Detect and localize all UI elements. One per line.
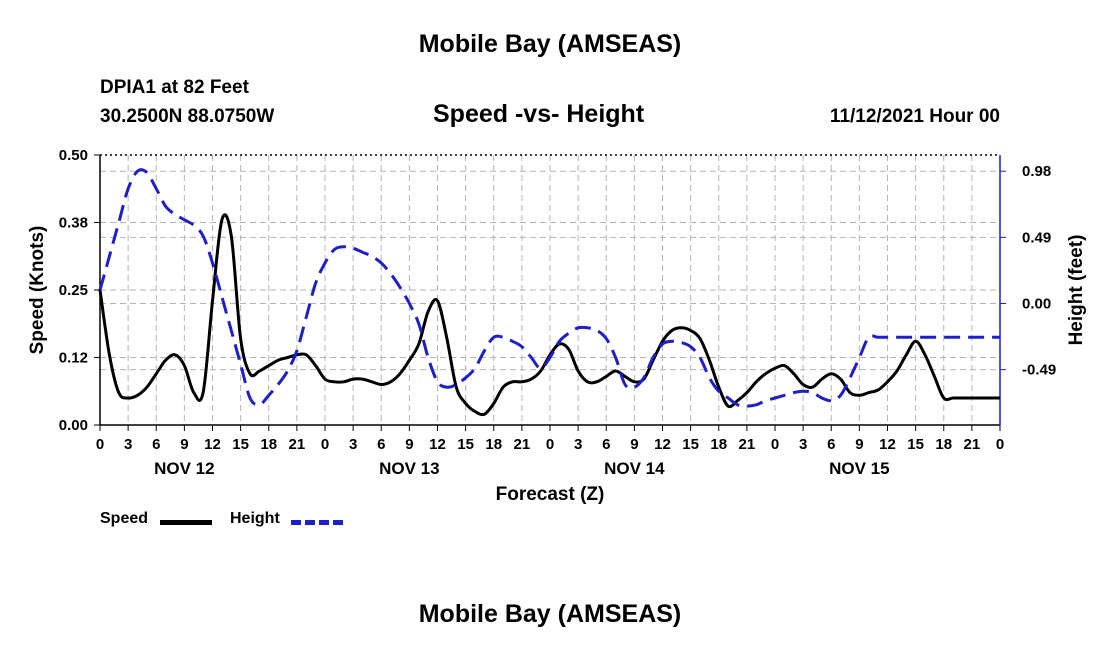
x-tick-label: 3: [124, 436, 132, 453]
x-tick-label: 0: [96, 436, 104, 453]
y-axis-title-left: Speed (Knots): [27, 226, 48, 355]
x-tick-label: 21: [289, 436, 306, 453]
x-axis-title: Forecast (Z): [496, 484, 605, 505]
x-tick-label: 21: [514, 436, 531, 453]
x-tick-label: 18: [710, 436, 727, 453]
legend-speed-swatch: [160, 520, 212, 525]
x-tick-label: 0: [771, 436, 779, 453]
y-axis-title-right: Height (feet): [1066, 235, 1087, 346]
y-tick-label-left: 0.38: [59, 215, 88, 232]
x-tick-label: 9: [180, 436, 188, 453]
x-tick-label: 3: [349, 436, 357, 453]
x-tick-label: 15: [457, 436, 474, 453]
x-tick-label: 3: [574, 436, 582, 453]
coordinates-label: 30.2500N 88.0750W: [100, 106, 275, 127]
date-label: NOV 15: [829, 459, 889, 478]
x-tick-label: 12: [879, 436, 896, 453]
x-tick-label: 12: [654, 436, 671, 453]
date-label: NOV 13: [379, 459, 439, 478]
x-tick-label: 6: [152, 436, 160, 453]
x-tick-label: 12: [204, 436, 221, 453]
footer-title: Mobile Bay (AMSEAS): [418, 600, 682, 628]
x-tick-label: 6: [377, 436, 385, 453]
x-tick-label: 6: [602, 436, 610, 453]
page-title: Mobile Bay (AMSEAS): [418, 30, 682, 58]
legend-height-swatch: [291, 520, 343, 525]
chart-title: Speed -vs- Height: [433, 100, 645, 128]
y-tick-label-left: 0.50: [59, 147, 88, 164]
legend-speed-label: Speed: [100, 510, 149, 527]
y-tick-label-right: 0.49: [1022, 229, 1051, 246]
x-tick-label: 9: [405, 436, 413, 453]
x-tick-label: 0: [996, 436, 1004, 453]
station-label: DPIA1 at 82 Feet: [100, 77, 249, 98]
datetime-label: 11/12/2021 Hour 00: [829, 106, 1000, 127]
x-tick-label: 18: [260, 436, 277, 453]
x-tick-label: 3: [799, 436, 807, 453]
x-tick-label: 9: [855, 436, 863, 453]
y-tick-label-right: -0.49: [1022, 362, 1056, 379]
y-tick-label-left: 0.25: [59, 282, 88, 299]
x-tick-label: 6: [827, 436, 835, 453]
x-tick-label: 18: [485, 436, 502, 453]
y-tick-label-right: 0.00: [1022, 296, 1051, 313]
y-tick-label-left: 0.00: [59, 417, 88, 434]
x-tick-label: 21: [964, 436, 981, 453]
y-tick-label-left: 0.12: [59, 350, 88, 367]
legend-height-label: Height: [230, 510, 280, 527]
speed-series-line: [98, 213, 1000, 417]
x-tick-label: 15: [907, 436, 924, 453]
x-tick-label: 21: [739, 436, 756, 453]
x-tick-label: 0: [321, 436, 329, 453]
x-tick-label: 9: [630, 436, 638, 453]
x-tick-label: 0: [546, 436, 554, 453]
height-series-line: [98, 168, 1000, 408]
y-tick-label-right: 0.98: [1022, 163, 1051, 180]
x-tick-label: 18: [935, 436, 952, 453]
x-tick-label: 12: [429, 436, 446, 453]
x-tick-label: 15: [232, 436, 249, 453]
date-label: NOV 14: [604, 459, 665, 478]
date-label: NOV 12: [154, 459, 214, 478]
x-tick-label: 15: [682, 436, 699, 453]
